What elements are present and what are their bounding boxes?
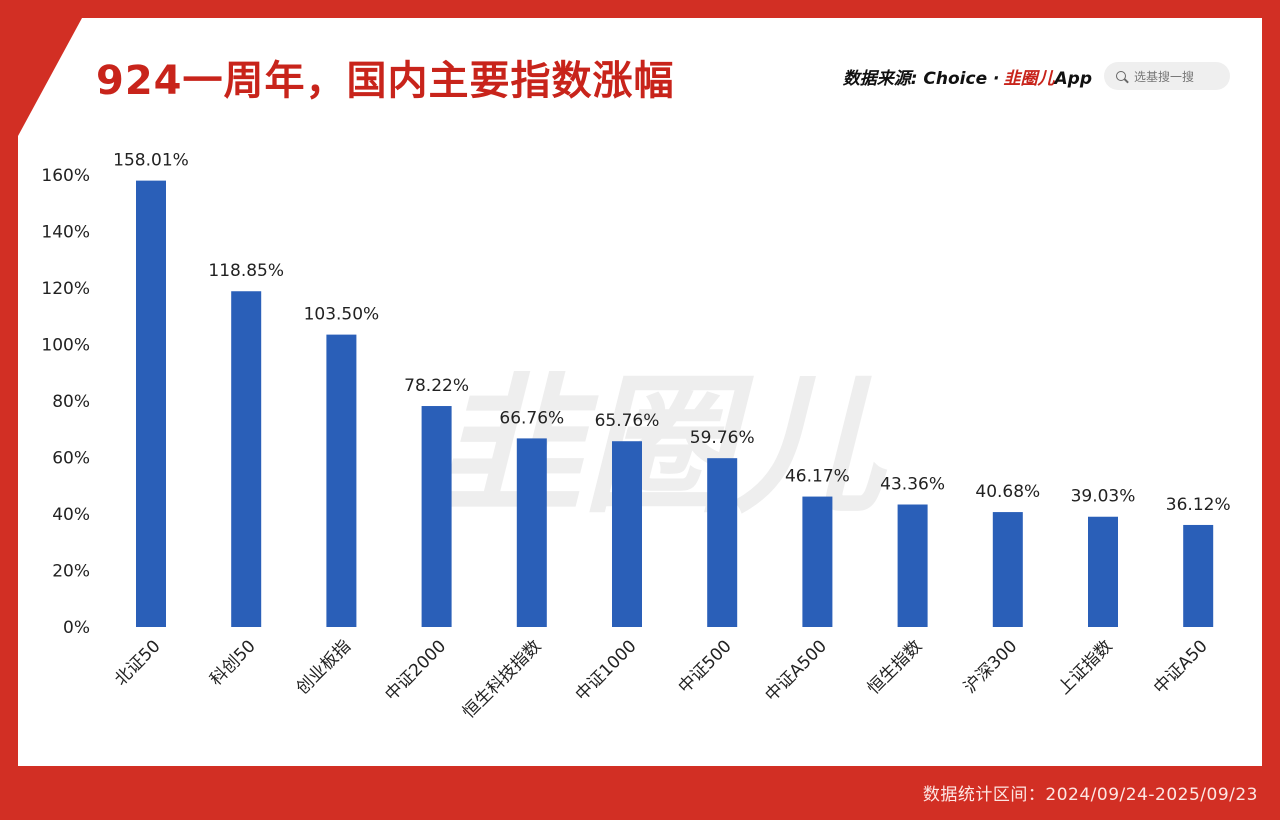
bar — [1183, 524, 1214, 627]
search-placeholder: 选基搜一搜 — [1134, 69, 1195, 84]
value-label: 118.85% — [208, 261, 284, 281]
x-axis: 北证50 科创50 创业板指 中证2000 恒生科技指数 中证1000 中证500 中证A50… — [111, 636, 1212, 722]
value-label: 103.50% — [304, 305, 380, 325]
category-label: 科创50 — [206, 636, 259, 689]
brand-name: 韭圈儿 — [1003, 68, 1055, 89]
bar — [326, 334, 357, 627]
category-label: 中证A50 — [1150, 636, 1212, 698]
value-label: 40.68% — [975, 482, 1040, 502]
search-icon — [1116, 71, 1126, 81]
value-label: 36.12% — [1166, 495, 1231, 515]
y-tick-label: 0% — [63, 618, 90, 638]
bar — [897, 504, 928, 627]
category-label: 中证2000 — [381, 636, 450, 705]
corner-accent — [18, 18, 82, 136]
y-tick-label: 60% — [52, 449, 90, 469]
category-label: 恒生科技指数 — [459, 636, 545, 722]
y-axis: 0% 20% 40% 60% 80% 100% 120% 140% 160% — [41, 166, 90, 638]
bar — [421, 406, 452, 627]
value-labels: 158.01% 118.85% 103.50% 78.22% 66.76% 65.76% 5… — [113, 151, 1230, 515]
chart-card: 924一周年，国内主要指数涨幅 数据来源: Choice · 韭圈儿App 选基… — [18, 18, 1262, 766]
bar — [516, 438, 547, 627]
value-label: 39.03% — [1071, 487, 1136, 507]
value-label: 66.76% — [499, 408, 564, 428]
y-tick-label: 160% — [41, 166, 90, 186]
category-label: 中证A500 — [762, 636, 831, 705]
search-box[interactable]: 选基搜一搜 — [1104, 62, 1230, 90]
bar — [992, 512, 1023, 627]
category-label: 北证50 — [111, 636, 164, 689]
bar — [612, 441, 642, 627]
value-label: 46.17% — [785, 467, 850, 487]
category-label: 创业板指 — [293, 636, 355, 698]
value-label: 78.22% — [404, 376, 469, 396]
y-tick-label: 20% — [52, 562, 90, 582]
y-tick-label: 100% — [41, 336, 90, 356]
category-label: 中证500 — [675, 636, 736, 697]
page-title: 924一周年，国内主要指数涨幅 — [96, 58, 675, 104]
category-label: 沪深300 — [960, 636, 1021, 697]
y-tick-label: 40% — [52, 505, 90, 525]
category-label: 中证1000 — [572, 636, 641, 705]
bar-chart: 韭圈儿 0%20%40%60%80%100%120%140%160% 158.0… — [41, 151, 1230, 723]
value-label: 43.36% — [880, 475, 945, 495]
bar — [1088, 516, 1118, 627]
data-source-label: 数据来源: Choice · — [842, 68, 1000, 89]
bar — [136, 180, 166, 627]
y-tick-label: 140% — [41, 223, 90, 243]
brand-suffix: App — [1054, 68, 1093, 89]
source-row: 数据来源: Choice · 韭圈儿App 选基搜一搜 — [843, 62, 1230, 90]
bar — [707, 458, 738, 627]
value-label: 59.76% — [690, 428, 755, 448]
bars — [136, 180, 1214, 627]
brand-logo: 韭圈儿App — [1004, 64, 1093, 89]
bar — [802, 496, 833, 627]
y-tick-label: 80% — [52, 392, 90, 412]
value-label: 158.01% — [113, 151, 189, 171]
value-label: 65.76% — [595, 411, 660, 431]
period-note: 数据统计区间：2024/09/24-2025/09/23 — [922, 785, 1258, 805]
category-label: 上证指数 — [1054, 636, 1116, 698]
y-tick-label: 120% — [41, 279, 90, 299]
category-label: 恒生指数 — [864, 636, 926, 698]
bar — [231, 291, 262, 627]
